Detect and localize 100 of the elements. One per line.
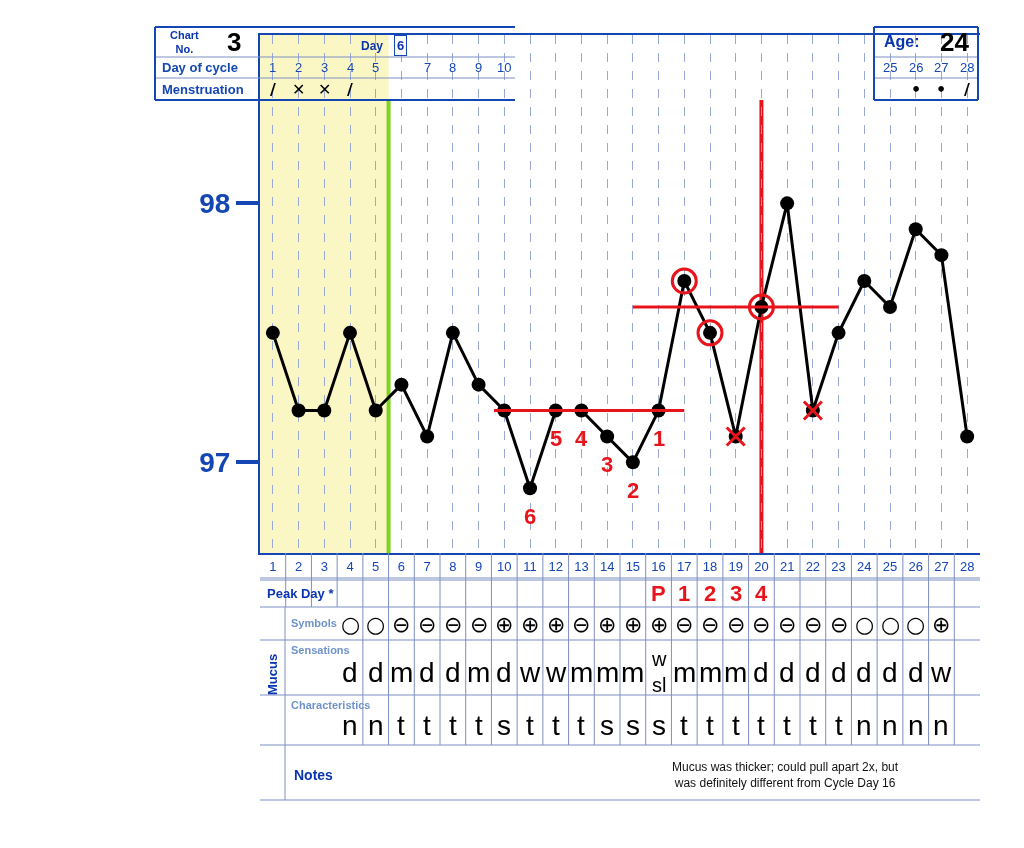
category-label: 3 (321, 60, 329, 75)
text: s (600, 710, 614, 741)
point (471, 377, 486, 392)
text: m (699, 657, 723, 688)
point (265, 325, 280, 340)
text: t (732, 710, 740, 741)
category-label: Notes (294, 767, 333, 783)
text: ⊖ (804, 612, 823, 637)
text: / (270, 80, 276, 99)
annotation: 4 (575, 426, 588, 451)
x-tick-label: 6 (397, 558, 406, 574)
x-tick-label: 2 (294, 558, 303, 574)
point (883, 299, 897, 314)
text: n (368, 710, 384, 741)
point (625, 455, 640, 470)
text: d (496, 657, 512, 688)
text: Mucus was thicker; could pull apart 2x, but was definitely different from Cycle Day 16 (672, 760, 899, 790)
category-label: 5 (372, 60, 380, 75)
category-label: 26 (909, 60, 924, 75)
text: • (911, 80, 922, 99)
x-tick-label: 28 (959, 558, 975, 574)
text: d (342, 657, 358, 688)
text: m (724, 657, 748, 688)
text: ○ (341, 612, 361, 637)
x-tick-label: 10 (497, 558, 512, 574)
text: ○ (881, 612, 901, 637)
text: d (908, 657, 924, 688)
text: ○ (855, 612, 875, 637)
point (960, 429, 975, 444)
text: n (856, 710, 872, 741)
x-tick-label: 14 (599, 558, 615, 574)
x-tick-label: 8 (449, 558, 457, 574)
text: w (931, 657, 952, 688)
text: n (882, 710, 898, 741)
x-tick-label: 26 (908, 558, 923, 574)
text: d (779, 657, 795, 688)
text: ⊖ (418, 612, 437, 637)
text: ✕ (292, 80, 306, 99)
text: t (526, 710, 534, 741)
text: n (933, 710, 949, 741)
category-label: 7 (424, 60, 432, 75)
category-label: Peak Day * (267, 586, 334, 601)
annotation: Day (361, 39, 384, 53)
annotation: 3 (601, 452, 614, 477)
text: t (423, 710, 431, 741)
x-tick-label: 4 (346, 558, 354, 574)
point (857, 274, 872, 289)
x-tick-label: 20 (754, 558, 769, 574)
text: t (706, 710, 714, 741)
text: ○ (906, 612, 926, 637)
text: n (342, 710, 358, 741)
text: t (475, 710, 483, 741)
text: 4 (347, 60, 355, 75)
text: d (753, 657, 769, 688)
text: 3 (227, 27, 242, 57)
text: t (835, 710, 843, 741)
text: d (368, 657, 384, 688)
x-tick-label: 1 (269, 558, 277, 574)
text: ⊕ (547, 612, 566, 637)
text: ⊖ (470, 612, 489, 637)
text: s (626, 710, 640, 741)
text: 3 (730, 581, 743, 606)
text: s (497, 710, 511, 741)
point (420, 429, 435, 444)
point (934, 248, 949, 263)
text: m (467, 657, 491, 688)
text: ⊖ (392, 612, 411, 637)
text: t (757, 710, 765, 741)
category-label: 25 (883, 60, 898, 75)
text: d (419, 657, 435, 688)
text: m (596, 657, 620, 688)
x-tick-label: 22 (805, 558, 821, 574)
point (445, 325, 460, 340)
text: d (831, 657, 847, 688)
text: ⊖ (572, 612, 591, 637)
text: ⊕ (624, 612, 643, 637)
x-tick-label: 7 (423, 558, 431, 574)
text: ⊖ (701, 612, 720, 637)
annotation: 6 (524, 504, 537, 529)
point (696, 319, 724, 347)
text: t (783, 710, 791, 741)
x-tick-label: 21 (779, 558, 795, 574)
point (394, 377, 409, 392)
category-label: 8 (449, 60, 457, 75)
text: w (546, 657, 567, 688)
x-tick-label: 3 (320, 558, 328, 574)
category-label: 4 (755, 581, 768, 606)
text: ⊕ (598, 612, 617, 637)
text: 2 (295, 60, 303, 75)
text: t (449, 710, 457, 741)
category-label: 2 (704, 581, 717, 606)
text: ○ (366, 612, 386, 637)
text: ⊖ (778, 612, 797, 637)
text: t (577, 710, 585, 741)
annotation: 6 (397, 38, 405, 53)
point (600, 429, 615, 444)
text: t (680, 710, 688, 741)
text: ⊖ (830, 612, 849, 637)
point (780, 196, 795, 211)
text: ⊕ (521, 612, 540, 637)
